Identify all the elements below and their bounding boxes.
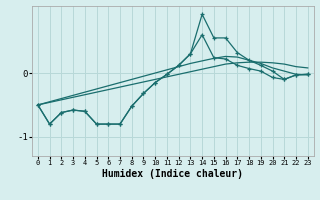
X-axis label: Humidex (Indice chaleur): Humidex (Indice chaleur) xyxy=(102,169,243,179)
